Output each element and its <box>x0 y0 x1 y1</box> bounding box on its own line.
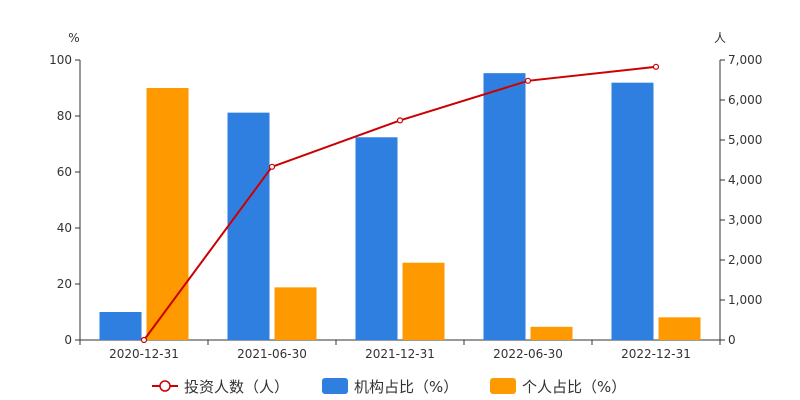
line-point-4 <box>652 63 660 70</box>
y-right-tick-label: 5,000 <box>728 133 762 147</box>
y-right-tick-label: 7,000 <box>728 53 762 67</box>
y-left-tick-label: 80 <box>57 109 72 123</box>
legend-label: 机构占比（%） <box>354 378 458 396</box>
axes: % 人 0 20 40 60 80 100 0 1,000 2,000 3,000 4,000 5,000… <box>49 31 762 361</box>
x-tick-label: 2021-12-31 <box>365 347 435 361</box>
line-point-0 <box>140 336 148 344</box>
y-right-tick-label: 6,000 <box>728 93 762 107</box>
line-path-2 <box>143 65 657 341</box>
bar-1-1 <box>274 287 317 340</box>
x-tick-label: 2021-06-30 <box>237 347 307 361</box>
legend-label: 个人占比（%） <box>522 378 626 396</box>
bar-0-0 <box>99 312 142 340</box>
y-right-tick-label: 0 <box>728 333 736 347</box>
line-point-1 <box>268 163 276 170</box>
y-left-tick-label: 20 <box>57 277 72 291</box>
bar-0-1 <box>227 112 270 340</box>
y-right-tick-label: 1,000 <box>728 293 762 307</box>
y-left-tick-label: 40 <box>57 221 72 235</box>
x-tick-label: 2022-06-30 <box>493 347 563 361</box>
bar-1-3 <box>530 326 573 340</box>
y-axis-left-unit: % <box>68 31 79 45</box>
bar-1-0 <box>146 88 189 340</box>
line-point-2 <box>396 117 404 124</box>
bar-1-4 <box>658 317 701 340</box>
x-tick-label: 2022-12-31 <box>621 347 691 361</box>
y-left-tick-label: 60 <box>57 165 72 179</box>
bar-1-2 <box>402 262 445 340</box>
bar-0-2 <box>355 137 398 340</box>
y-left-tick-label: 100 <box>49 53 72 67</box>
y-left-tick-label: 0 <box>64 333 72 347</box>
legend-bar-marker <box>490 378 516 394</box>
line-point-3 <box>524 77 532 84</box>
bar-0-3 <box>483 73 526 340</box>
y-right-tick-label: 4,000 <box>728 173 762 187</box>
legend-bar-marker <box>322 378 348 394</box>
legend-label: 投资人数（人） <box>184 378 289 396</box>
legend: 投资人数（人） 机构占比（%） 个人占比（%） <box>152 378 626 396</box>
legend-circle-marker <box>159 380 171 392</box>
y-right-tick-label: 2,000 <box>728 253 762 267</box>
bars <box>99 73 701 341</box>
x-tick-label: 2020-12-31 <box>109 347 179 361</box>
line-series <box>140 63 660 344</box>
y-right-tick-label: 3,000 <box>728 213 762 227</box>
bar-0-4 <box>611 82 654 341</box>
y-axis-right-unit: 人 <box>714 31 726 45</box>
